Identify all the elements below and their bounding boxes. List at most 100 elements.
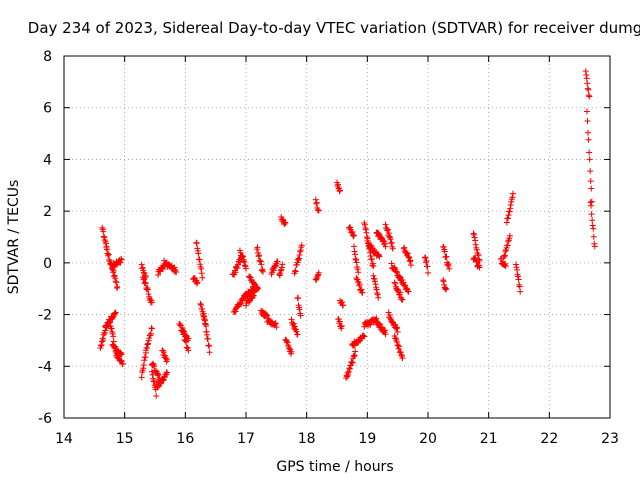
data-point bbox=[206, 349, 213, 356]
data-point bbox=[588, 202, 595, 209]
data-point bbox=[587, 178, 594, 185]
data-point bbox=[443, 253, 450, 260]
data-point bbox=[393, 269, 400, 276]
x-tick-label: 22 bbox=[540, 431, 558, 447]
x-tick-label: 17 bbox=[237, 431, 255, 447]
data-point bbox=[388, 240, 395, 247]
x-tick-label: 16 bbox=[176, 431, 194, 447]
data-point bbox=[114, 283, 121, 290]
y-tick-label: -2 bbox=[38, 308, 52, 324]
data-point bbox=[263, 311, 270, 318]
data-point bbox=[258, 261, 265, 268]
data-point bbox=[243, 302, 249, 309]
data-point bbox=[350, 232, 357, 239]
data-point bbox=[587, 199, 594, 206]
data-point bbox=[584, 85, 591, 92]
x-tick-label: 18 bbox=[298, 431, 316, 447]
data-point bbox=[146, 335, 153, 342]
data-point bbox=[381, 240, 388, 247]
data-point bbox=[145, 291, 152, 298]
data-point bbox=[472, 255, 479, 262]
data-point bbox=[312, 196, 319, 203]
data-point bbox=[203, 331, 210, 338]
data-point bbox=[346, 365, 353, 372]
grid bbox=[64, 56, 610, 418]
data-point bbox=[297, 312, 304, 319]
data-point bbox=[505, 238, 512, 245]
data-point bbox=[151, 363, 158, 370]
data-point bbox=[509, 194, 516, 201]
data-point bbox=[145, 337, 152, 344]
data-point bbox=[345, 368, 352, 375]
data-point bbox=[111, 310, 118, 317]
data-point bbox=[516, 281, 523, 288]
data-point bbox=[440, 278, 447, 285]
data-point bbox=[501, 262, 508, 269]
data-point bbox=[515, 273, 522, 280]
data-point bbox=[98, 342, 105, 349]
data-point bbox=[361, 333, 368, 340]
data-point bbox=[403, 285, 410, 292]
data-point bbox=[472, 241, 479, 248]
data-point bbox=[349, 359, 356, 366]
data-point bbox=[444, 261, 451, 268]
data-point bbox=[394, 324, 401, 331]
data-point bbox=[206, 343, 213, 350]
data-point bbox=[193, 240, 200, 247]
x-axis-label: GPS time / hours bbox=[276, 459, 393, 475]
data-point bbox=[296, 306, 303, 313]
data-point bbox=[591, 243, 598, 250]
data-point bbox=[385, 230, 392, 237]
data-point bbox=[179, 324, 186, 331]
data-point bbox=[475, 252, 482, 259]
data-point bbox=[374, 290, 381, 297]
data-point bbox=[255, 253, 262, 260]
y-tick-label: 6 bbox=[43, 101, 52, 117]
data-point bbox=[353, 259, 360, 266]
data-point bbox=[336, 318, 343, 325]
data-point bbox=[279, 261, 286, 268]
data-point bbox=[274, 258, 281, 265]
data-point bbox=[240, 258, 247, 265]
data-point bbox=[204, 335, 211, 342]
data-point bbox=[184, 345, 191, 352]
data-point bbox=[590, 233, 597, 240]
data-point bbox=[373, 286, 380, 293]
y-tick-label: 0 bbox=[43, 256, 52, 272]
data-point bbox=[397, 349, 404, 356]
data-point bbox=[148, 325, 155, 332]
data-point bbox=[440, 277, 447, 284]
data-point bbox=[153, 393, 160, 400]
data-point bbox=[441, 248, 448, 255]
data-point bbox=[140, 269, 147, 276]
data-point bbox=[196, 256, 203, 263]
data-point bbox=[352, 251, 359, 258]
data-point bbox=[385, 309, 392, 316]
data-point bbox=[422, 255, 429, 262]
data-point bbox=[263, 312, 270, 319]
data-point bbox=[202, 321, 209, 328]
data-point bbox=[202, 320, 209, 327]
data-point bbox=[255, 285, 262, 292]
data-point bbox=[232, 269, 239, 276]
data-point bbox=[472, 237, 479, 244]
data-point bbox=[201, 313, 208, 320]
data-point bbox=[276, 271, 283, 278]
data-point bbox=[113, 350, 120, 357]
data-point bbox=[583, 75, 590, 82]
data-point bbox=[338, 322, 345, 329]
data-point bbox=[273, 324, 280, 331]
data-point bbox=[315, 207, 322, 214]
data-point bbox=[290, 320, 297, 327]
data-point bbox=[336, 188, 343, 195]
data-point bbox=[232, 308, 239, 315]
data-point bbox=[589, 217, 596, 224]
data-point bbox=[471, 231, 478, 238]
data-point bbox=[243, 265, 249, 272]
data-point bbox=[337, 187, 344, 194]
data-point bbox=[234, 264, 241, 271]
data-point bbox=[159, 265, 166, 272]
data-point bbox=[112, 278, 119, 285]
data-point bbox=[443, 286, 450, 293]
